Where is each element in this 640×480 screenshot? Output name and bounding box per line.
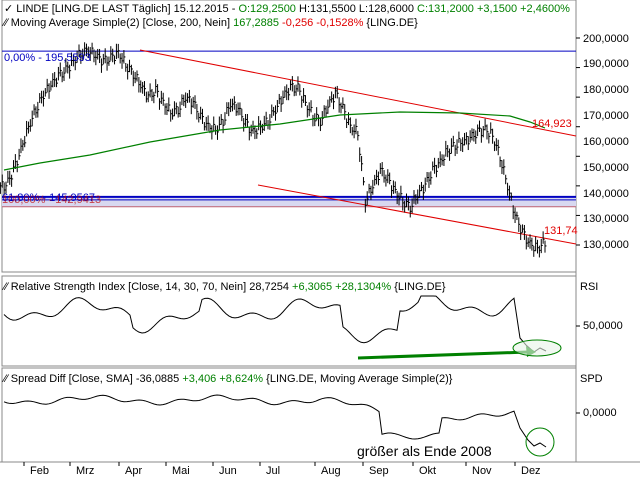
last-price-label: 131,74 — [544, 225, 578, 237]
lower-trendline — [257, 184, 577, 245]
price-header: ✓ LINDE [LING.DE LAST Täglich] 15.12.201… — [4, 3, 570, 16]
rsi-header-suffix: {LING.DE} — [391, 281, 446, 293]
spd-header-value: -36,0885 — [135, 373, 180, 385]
y-tick: 160,0000 — [583, 136, 629, 148]
price-header-open: O:129,2500 — [238, 3, 296, 15]
x-tick-dez: Dez — [521, 465, 541, 477]
spd-line — [3, 394, 547, 448]
x-tick-feb: Feb — [30, 465, 49, 477]
x-tick-apr: Apr — [125, 465, 143, 477]
y-tick: 200,0000 — [583, 33, 629, 45]
x-tick-okt: Okt — [419, 465, 437, 477]
spd-header: ⁄∕ Spread Diff [Close, SMA] -36,0885 +3,… — [4, 373, 453, 385]
rsi-line — [3, 295, 547, 353]
fib-bottom-label: 61,80% - 145,9567 — [2, 192, 95, 204]
y-tick: 130,0000 — [583, 213, 629, 225]
rsi-header: ⁄∕ Relative Strength Index [Close, 14, 3… — [4, 281, 446, 293]
spd-annotation: größer als Ende 2008 — [357, 443, 492, 459]
x-tick-jun: Jun — [219, 465, 237, 477]
y-tick: 190,0000 — [583, 58, 629, 70]
upper-trendline — [139, 49, 577, 137]
x-tick-mai: Mai — [172, 465, 190, 477]
x-tick-aug: Aug — [321, 465, 341, 477]
ma-header: ⁄∕ Moving Average Simple(2) [Close, 200,… — [4, 17, 418, 29]
rsi-header-value: 28,7254 — [249, 281, 289, 293]
ma-line — [3, 111, 546, 171]
checkmark-icon: ✓ — [4, 3, 17, 15]
rsi-divergence-arrow — [357, 350, 529, 360]
ma-header-suffix: {LING.DE} — [363, 17, 418, 29]
y-tick: 140,0000 — [583, 188, 629, 200]
price-header-symbol: LINDE [LING.DE LAST Täglich] 15.12.2015 … — [16, 3, 239, 15]
ma-header-name: Moving Average Simple(2) [Close, 200, Ne… — [10, 17, 234, 29]
ma-header-change: -0,256 -0,1528% — [278, 17, 364, 29]
spd-axis-title: SPD — [580, 373, 603, 385]
rsi-axis-title: RSI — [580, 281, 599, 293]
price-header-close: C:131,2000 — [417, 3, 474, 15]
spd-header-name: Spread Diff [Close, SMA] — [10, 373, 136, 385]
price-header-highlow: H:131,5500 L:128,6000 — [295, 3, 418, 15]
rsi-header-name: Relative Strength Index [Close, 14, 30, … — [10, 281, 250, 293]
spd-y-tick: 0,0000 — [583, 407, 617, 419]
y-tick: 180,0000 — [583, 84, 629, 96]
y-tick: 170,0000 — [583, 110, 629, 122]
x-tick-mrz: Mrz — [76, 465, 95, 477]
fib-overlap-label: 100,00% - 142,9413 — [2, 194, 102, 206]
ma-header-value: 167,2885 — [233, 17, 279, 29]
x-tick-jul: Jul — [266, 465, 281, 477]
fib-top-label: 0,00% - 195,5593 — [4, 52, 91, 64]
rsi-y-tick: 50,0000 — [583, 320, 623, 332]
fib-band — [2, 197, 576, 207]
y-tick: 130,0000 — [583, 239, 629, 251]
rsi-header-change: +6,3065 +28,1304% — [288, 281, 392, 293]
spd-header-suffix: {LING.DE, Moving Average Simple(2)} — [263, 373, 453, 385]
spd-highlight-circle — [525, 427, 555, 457]
rsi-highlight-ellipse — [512, 339, 562, 357]
spd-header-change: +3,406 +8,624% — [179, 373, 264, 385]
x-tick-sep: Sep — [369, 465, 389, 477]
x-tick-nov: Nov — [472, 465, 492, 477]
ma-price-label: 164,923 — [532, 118, 572, 130]
y-tick: 150,0000 — [583, 162, 629, 174]
price-header-change: +3,1500 +2,4600% — [473, 3, 570, 15]
